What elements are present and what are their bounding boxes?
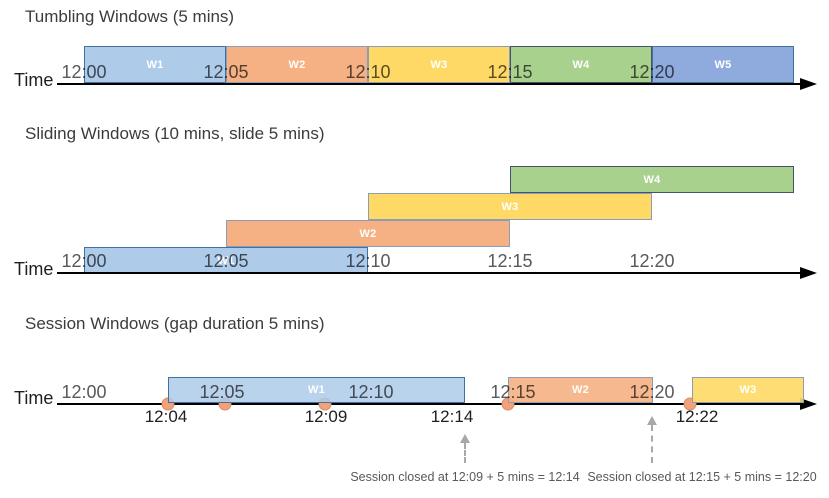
sliding-section-title: Sliding Windows (10 mins, slide 5 mins) — [25, 124, 325, 143]
window-label: W4 — [643, 173, 661, 186]
tick-label: 12:00 — [61, 251, 107, 271]
window-label: W3 — [501, 200, 519, 213]
session-closed-annotation: Session closed at 12:09 + 5 mins = 12:14 — [350, 470, 580, 484]
session-window-w2: W2 — [508, 377, 653, 403]
tick-label: 12:10 — [348, 382, 394, 402]
window-label: W5 — [714, 58, 732, 71]
window-label: W1 — [217, 254, 235, 267]
sliding-window-w4: W4 — [510, 166, 794, 193]
sliding-window-w2: W2 — [226, 220, 510, 247]
event-time-label: 12:14 — [430, 407, 474, 426]
tumbling-window-w5: W5 — [652, 46, 794, 83]
window-label: W4 — [572, 58, 590, 71]
tumbling-window-w1: W1 — [84, 46, 226, 83]
event-time-label: 12:22 — [675, 407, 719, 426]
tumbling-time-axis — [57, 83, 802, 85]
window-label: W2 — [571, 384, 590, 396]
tick-label: 12:05 — [203, 251, 249, 271]
tumbling-section-title: Tumbling Windows (5 mins) — [25, 7, 235, 26]
annotation-arrow-up-icon — [460, 434, 470, 443]
tick-label: 12:00 — [61, 382, 107, 402]
tick-label: 12:10 — [345, 251, 391, 271]
session-window-w3: W3 — [692, 377, 804, 403]
tick-label: 12:05 — [199, 382, 245, 402]
sliding-time-axis-label: Time — [14, 259, 54, 279]
event-time-label: 12:04 — [144, 407, 188, 426]
window-label: W2 — [359, 227, 377, 240]
tick-label: 12:20 — [629, 251, 675, 271]
event-time-label: 12:09 — [304, 407, 348, 426]
annotation-arrow-shaft — [651, 425, 653, 463]
session-closed-annotation: Session closed at 12:15 + 5 mins = 12:20 — [587, 470, 817, 484]
session-axis-arrowhead-icon — [800, 398, 817, 410]
sliding-window-w3: W3 — [368, 193, 652, 220]
session-section-title: Session Windows (gap duration 5 mins) — [25, 314, 325, 333]
tick-label: 12:05 — [203, 62, 249, 82]
tick-label: 12:15 — [487, 251, 533, 271]
tick-label: 12:15 — [490, 382, 536, 402]
sliding-axis-arrowhead-icon — [800, 267, 817, 279]
tick-label: 12:00 — [61, 62, 107, 82]
tumbling-window-w4: W4 — [510, 46, 652, 83]
tumbling-window-w3: W3 — [368, 46, 510, 83]
tick-label: 12:20 — [629, 62, 675, 82]
tick-label: 12:15 — [487, 62, 533, 82]
window-label: W3 — [739, 384, 757, 396]
window-label: W1 — [307, 384, 326, 396]
tumbling-axis-arrowhead-icon — [800, 78, 817, 90]
annotation-arrow-up-icon — [647, 416, 657, 425]
window-label: W1 — [146, 58, 164, 71]
annotation-arrow-shaft — [464, 443, 466, 463]
sliding-time-axis — [57, 272, 802, 274]
tumbling-time-axis-label: Time — [14, 70, 54, 90]
session-time-axis-label: Time — [14, 388, 54, 408]
session-window-w1: W1 — [168, 377, 465, 403]
sliding-window-w1: W1 — [84, 247, 368, 274]
session-time-axis — [57, 403, 802, 405]
tick-label: 12:10 — [345, 62, 391, 82]
window-label: W3 — [430, 58, 448, 71]
tick-label: 12:20 — [629, 382, 675, 402]
window-label: W2 — [288, 58, 306, 71]
tumbling-window-w2: W2 — [226, 46, 368, 83]
